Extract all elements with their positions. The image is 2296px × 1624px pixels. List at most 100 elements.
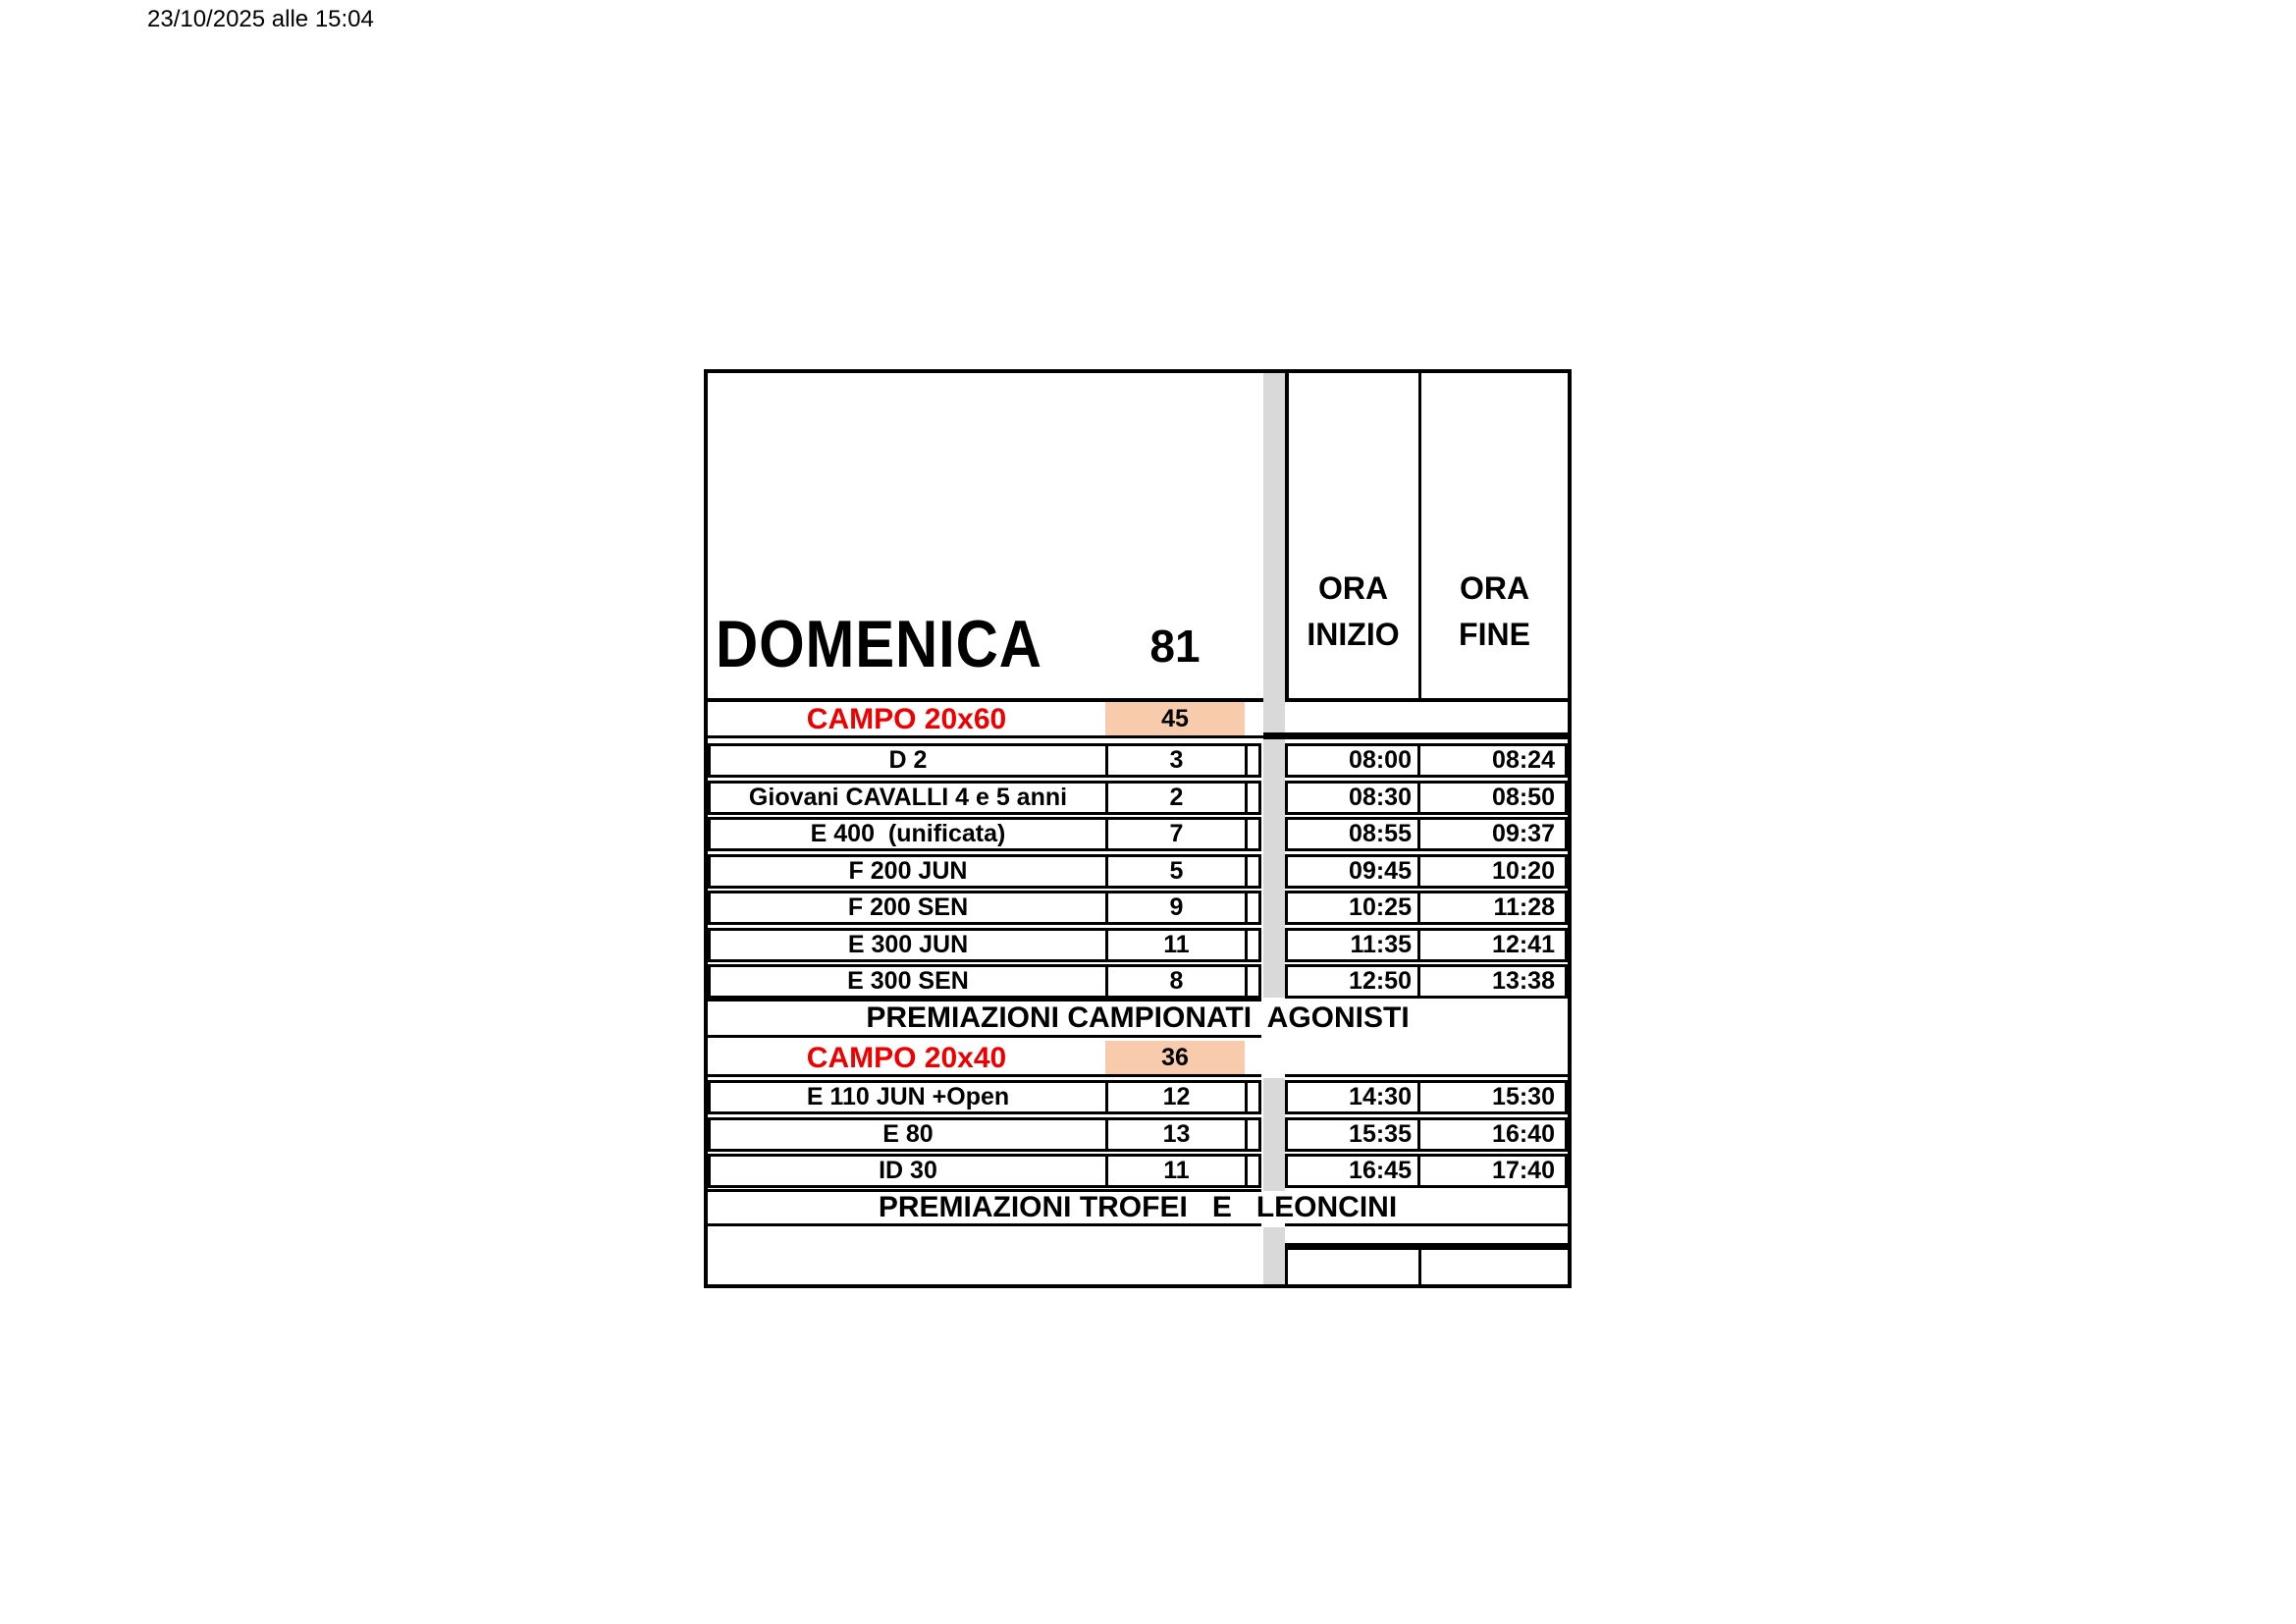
class-label: E 400 (unificata) (810, 820, 1006, 847)
grid-line (1417, 967, 1420, 996)
schedule-row-times: 14:30 15:30 (1285, 1080, 1568, 1114)
end-time: 15:30 (1492, 1083, 1555, 1110)
arena1-name: CAMPO 20x60 (806, 703, 1007, 735)
arena1-entries: 45 (1161, 704, 1189, 732)
class-label: E 300 SEN (847, 967, 969, 995)
ceremony-row-trofei: PREMIAZIONI TROFEI E LEONCINI (878, 1191, 1398, 1223)
print-timestamp: 23/10/2025 alle 15:04 (147, 6, 374, 32)
class-label: Giovani CAVALLI 4 e 5 anni (748, 784, 1068, 811)
end-time: 13:38 (1492, 967, 1555, 995)
end-time: 09:37 (1492, 820, 1555, 847)
start-time: 08:55 (1349, 820, 1412, 847)
column-header-start-time: ORA INIZIO (1285, 566, 1421, 664)
spacer-cell (1248, 931, 1258, 959)
grid-line (1285, 698, 1568, 702)
schedule-row: E 300 JUN 11 (708, 928, 1261, 962)
column-header-end-time: ORA FINE (1421, 566, 1568, 664)
grid-line (1245, 931, 1248, 959)
arena2-name: CAMPO 20x40 (806, 1042, 1007, 1074)
grid-line (1417, 1157, 1420, 1185)
class-label: E 110 JUN +Open (806, 1083, 1010, 1110)
schedule-row-times: 08:30 08:50 (1285, 781, 1568, 815)
grid-line (708, 698, 1263, 702)
schedule-row: E 80 13 (708, 1117, 1261, 1152)
schedule-row-times: 09:45 10:20 (1285, 854, 1568, 889)
grid-line (708, 735, 1263, 738)
grid-line (1105, 784, 1108, 812)
spacer-cell (1248, 1083, 1258, 1111)
grid-line (1245, 1157, 1248, 1185)
gray-separator-column (1263, 373, 1285, 998)
grid-line (1105, 857, 1108, 886)
grid-line (708, 999, 1261, 1001)
end-time: 11:28 (1493, 893, 1555, 921)
entries-count: 3 (1169, 746, 1184, 774)
grid-line (1105, 746, 1108, 775)
start-time: 08:30 (1349, 784, 1412, 811)
grid-line (1245, 967, 1248, 996)
entries-count: 2 (1169, 784, 1184, 811)
grid-line (1245, 1083, 1248, 1111)
schedule-table: DOMENICA 81 ORA INIZIO ORA FINE CAMPO 20… (704, 369, 1572, 1288)
entries-count: 7 (1169, 820, 1184, 847)
grid-line (1245, 746, 1248, 775)
end-time: 08:50 (1492, 784, 1555, 811)
gray-separator-column (1263, 1078, 1285, 1191)
end-time: 10:20 (1492, 857, 1555, 885)
entries-count: 5 (1169, 857, 1184, 885)
entries-count: 11 (1163, 1157, 1190, 1184)
schedule-row: F 200 SEN 9 (708, 891, 1261, 925)
grid-line (1245, 893, 1248, 922)
grid-line (1417, 820, 1420, 848)
grid-line (1245, 784, 1248, 812)
grid-line (1417, 1120, 1420, 1149)
schedule-row: Giovani CAVALLI 4 e 5 anni 2 (708, 781, 1261, 815)
thick-accent-line (1285, 1243, 1568, 1250)
grid-line (708, 1189, 1261, 1192)
end-time: 12:41 (1492, 931, 1555, 958)
start-time: 10:25 (1349, 893, 1412, 921)
grid-line (1245, 857, 1248, 886)
schedule-row: ID 30 11 (708, 1154, 1261, 1188)
class-label: F 200 SEN (847, 893, 969, 921)
schedule-row: E 300 SEN 8 (708, 964, 1261, 999)
schedule-row: E 110 JUN +Open 12 (708, 1080, 1261, 1114)
arena2-entries-badge: 36 (1105, 1041, 1245, 1074)
thick-accent-line (1263, 732, 1568, 739)
schedule-row-times: 11:35 12:41 (1285, 928, 1568, 962)
grid-line (1285, 1223, 1568, 1226)
schedule-row-times: 08:55 09:37 (1285, 817, 1568, 851)
spacer-cell (1248, 820, 1258, 848)
spacer-cell (1248, 1120, 1258, 1149)
entries-count: 13 (1162, 1120, 1191, 1148)
grid-line (1105, 893, 1108, 922)
end-time: 16:40 (1492, 1120, 1555, 1148)
entries-count: 8 (1169, 967, 1184, 995)
grid-line (1417, 1083, 1420, 1111)
gray-separator-column (1263, 1227, 1285, 1284)
start-time: 15:35 (1349, 1120, 1412, 1148)
schedule-row: F 200 JUN 5 (708, 854, 1261, 889)
start-time: 16:45 (1349, 1157, 1412, 1184)
start-time: 14:30 (1349, 1083, 1412, 1110)
class-label: E 300 JUN (847, 931, 969, 958)
arena1-entries-badge: 45 (1105, 702, 1245, 735)
start-time: 09:45 (1349, 857, 1412, 885)
entries-count: 9 (1169, 893, 1184, 921)
schedule-table-inner: DOMENICA 81 ORA INIZIO ORA FINE CAMPO 20… (708, 373, 1568, 1284)
grid-line (1418, 373, 1421, 702)
grid-line (708, 1223, 1261, 1226)
schedule-row-times: 16:45 17:40 (1285, 1154, 1568, 1188)
grid-line (1417, 746, 1420, 775)
start-time: 08:00 (1349, 746, 1412, 774)
grid-line (708, 1074, 1261, 1077)
grid-line (1245, 820, 1248, 848)
grid-line (1105, 1083, 1108, 1111)
spacer-cell (1248, 893, 1258, 922)
start-time: 11:35 (1350, 931, 1412, 958)
column-header-end-line1: ORA (1459, 570, 1530, 606)
entries-count: 12 (1162, 1083, 1191, 1110)
spacer-cell (1248, 857, 1258, 886)
column-header-start-line2: INIZIO (1307, 617, 1400, 652)
grid-line (1285, 1250, 1288, 1284)
